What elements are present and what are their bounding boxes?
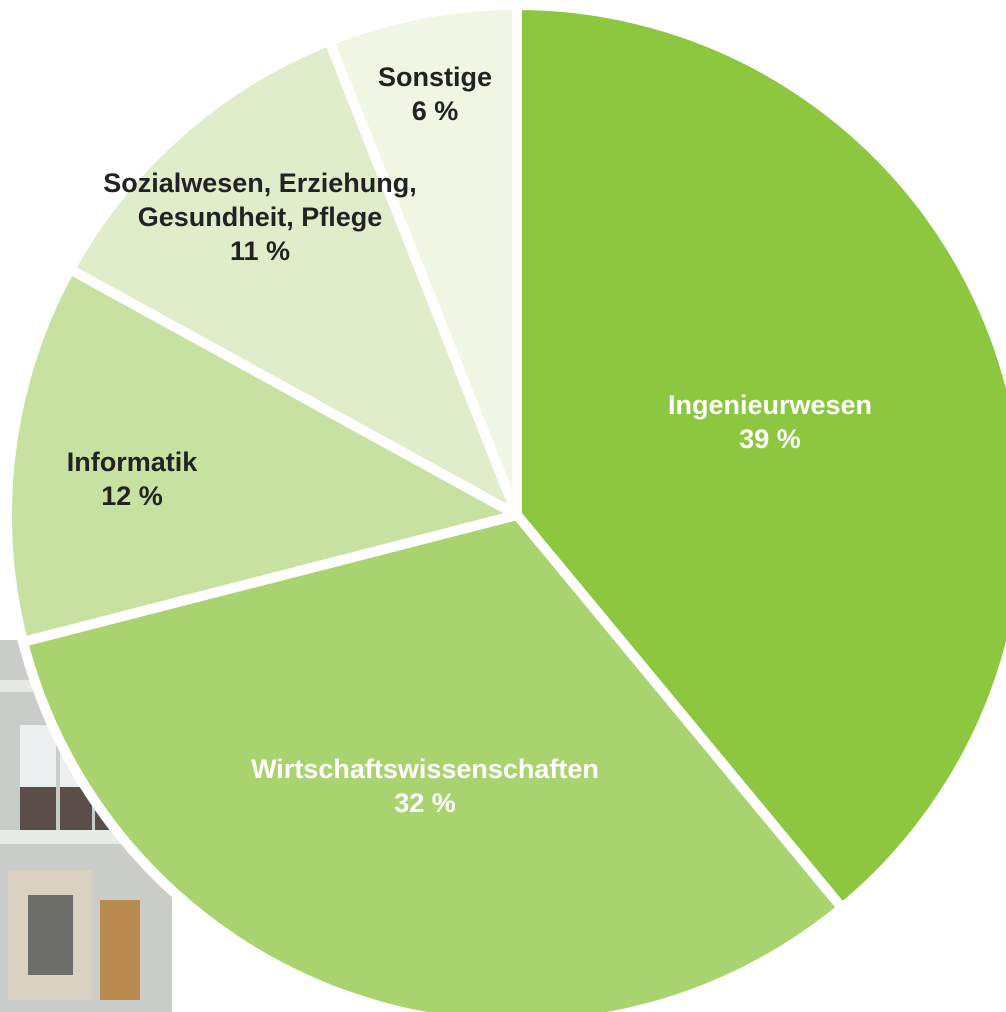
value-label: 32 % [195, 786, 655, 820]
category-label: Wirtschaftswissenschaften [195, 752, 655, 786]
category-label: Informatik [22, 445, 242, 479]
category-label: Sonstige [335, 60, 535, 94]
page: {"chart_data": {"type": "pie", "categori… [0, 0, 1006, 1012]
value-label: 12 % [22, 479, 242, 513]
category-label: Ingenieurwesen [620, 388, 920, 422]
chart: Ingenieurwesen39 % Wirtschaftswissenschaf… [0, 0, 1006, 1012]
value-label: 6 % [335, 94, 535, 128]
value-label: 39 % [620, 422, 920, 456]
